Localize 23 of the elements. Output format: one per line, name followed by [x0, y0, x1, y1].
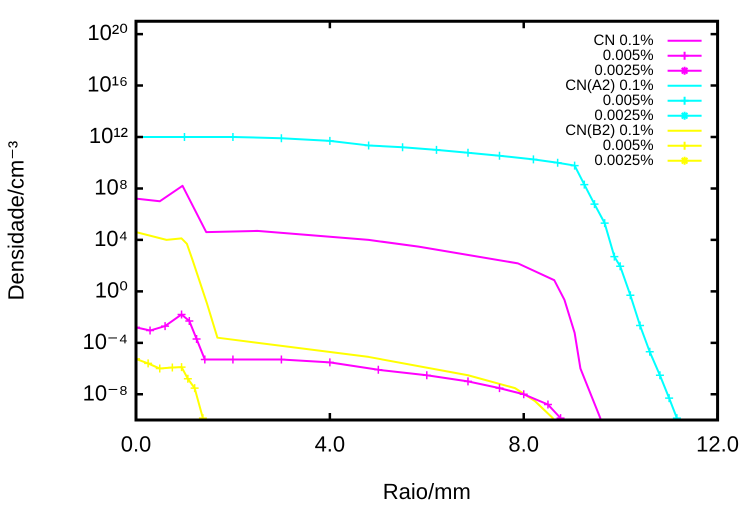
- legend-label: 0.0025%: [594, 152, 654, 169]
- y-tick-label: 10⁴: [94, 226, 128, 251]
- y-tick-label: 10⁰: [94, 277, 128, 302]
- legend-label: CN 0.1%: [594, 32, 654, 49]
- legend-label: CN(A2) 0.1%: [565, 76, 654, 94]
- y-tick-label: 10¹²: [88, 123, 128, 148]
- x-axis-title: Raio/mm: [382, 478, 471, 504]
- legend-label: 0.005%: [602, 92, 654, 109]
- legend-label: 0.0025%: [594, 62, 654, 79]
- y-tick-label: 10¹⁶: [87, 72, 128, 97]
- legend-label: CN(B2) 0.1%: [565, 122, 654, 139]
- y-tick-label: 10⁻⁴: [82, 328, 128, 354]
- x-tick-label: 8.0: [508, 431, 540, 456]
- y-axis-title: Densidade/cm⁻³: [3, 140, 28, 300]
- legend-label: 0.005%: [602, 46, 654, 64]
- legend-label: 0.0025%: [594, 106, 654, 124]
- x-tick-label: 4.0: [314, 431, 346, 456]
- x-tick-label: 0.0: [120, 431, 152, 456]
- y-tick-label: 10²⁰: [87, 20, 128, 46]
- y-tick-label: 10⁻⁸: [82, 380, 128, 406]
- y-tick-label: 10⁸: [94, 174, 128, 200]
- x-tick-label: 12.0: [696, 431, 740, 456]
- legend-label: 0.005%: [602, 136, 654, 154]
